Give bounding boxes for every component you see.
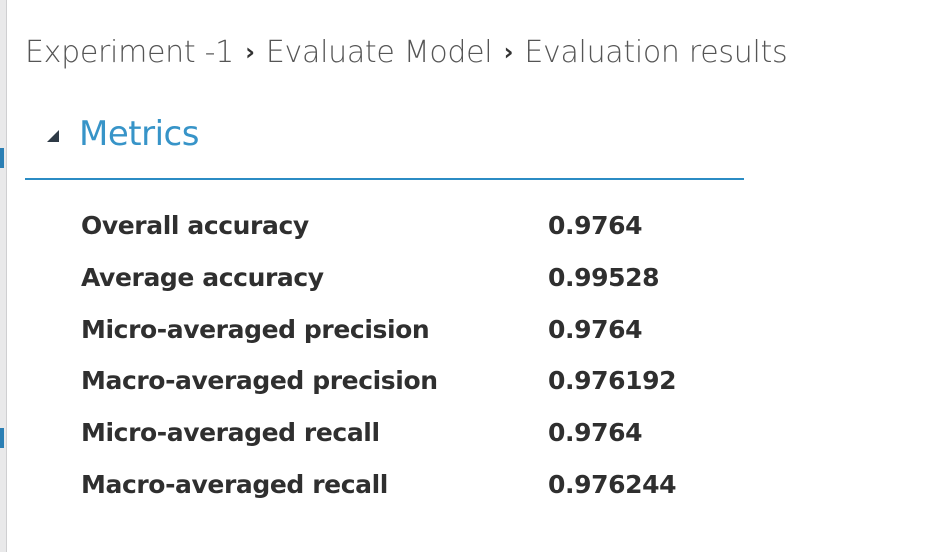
metric-row: Macro-averaged recall 0.976244 (81, 458, 721, 510)
breadcrumb-item-experiment[interactable]: Experiment -1 (25, 34, 234, 70)
background-panel-edge (0, 0, 7, 552)
background-panel-marker (0, 148, 4, 168)
metrics-section-toggle[interactable]: Metrics (25, 112, 744, 180)
metric-label: Average accuracy (81, 263, 324, 293)
metrics-table: Overall accuracy 0.9764 Average accuracy… (81, 200, 721, 510)
metric-value: 0.9764 (548, 314, 643, 344)
metric-label: Micro-averaged precision (81, 314, 430, 344)
breadcrumb-item-evaluate-model[interactable]: Evaluate Model (265, 34, 493, 70)
metric-row: Micro-averaged recall 0.9764 (81, 407, 721, 459)
metric-value: 0.9764 (548, 418, 643, 448)
chevron-right-icon: › (245, 38, 255, 66)
metric-row: Macro-averaged precision 0.976192 (81, 355, 721, 407)
metric-label: Macro-averaged recall (81, 469, 388, 499)
section-title: Metrics (79, 114, 199, 154)
background-panel-marker (0, 428, 4, 448)
breadcrumb-item-evaluation-results: Evaluation results (524, 34, 788, 70)
metric-row: Average accuracy 0.99528 (81, 252, 721, 304)
metric-label: Macro-averaged precision (81, 366, 438, 396)
metric-label: Overall accuracy (81, 211, 309, 241)
chevron-right-icon: › (503, 38, 514, 66)
metric-value: 0.9764 (548, 211, 643, 241)
metric-value: 0.976244 (548, 469, 677, 499)
metric-row: Micro-averaged precision 0.9764 (81, 303, 721, 355)
metric-row: Overall accuracy 0.9764 (81, 200, 721, 252)
collapse-triangle-icon (47, 130, 59, 142)
metric-label: Micro-averaged recall (81, 418, 380, 448)
metric-value: 0.976192 (548, 366, 677, 396)
breadcrumb: Experiment -1 › Evaluate Model › Evaluat… (25, 30, 788, 74)
metric-value: 0.99528 (548, 263, 660, 293)
